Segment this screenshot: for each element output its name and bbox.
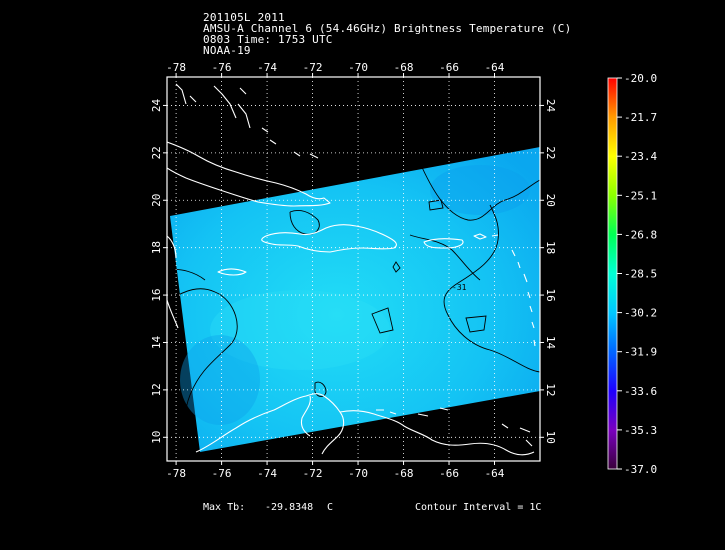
contour-lines [169, 162, 540, 451]
latitude-label: 12 [544, 383, 557, 396]
swath-cool-patch [180, 335, 260, 425]
max-tb-label: Max Tb: [203, 502, 246, 513]
longitude-label: -70 [348, 467, 368, 480]
contour-line [419, 162, 540, 221]
colorbar-label: -26.8 [624, 228, 657, 241]
colorbar-label: -30.2 [624, 307, 657, 320]
latitude-labels-left: 10 12 14 16 18 20 22 24 [150, 98, 167, 444]
max-tb-value: -29.8348 [265, 502, 314, 513]
latitude-label: 24 [150, 98, 163, 112]
latitude-label: 14 [544, 336, 557, 350]
latitude-label: 16 [544, 288, 557, 301]
temperature-colorbar: -20.0 -21.7 -23.4 -25.1 -26.8 -28.5 -30.2 -31.9… [607, 72, 657, 476]
longitude-labels-bottom: -78 -76 -74 -72 -70 -68 -66 -64 [166, 461, 505, 480]
longitude-label: -76 [212, 61, 232, 74]
longitude-label: -76 [212, 467, 232, 480]
colorbar-label: -25.1 [624, 189, 657, 202]
coastline-jamaica [217, 268, 247, 276]
colorbar-label: -20.0 [624, 72, 657, 85]
contour-line [169, 269, 206, 281]
contour-line [409, 234, 481, 281]
map-frame [166, 76, 541, 462]
contour-interval: Contour Interval = 1C [415, 502, 542, 513]
swath-warm-patch [210, 290, 390, 370]
latitude-label: 20 [544, 194, 557, 207]
latitude-label: 14 [150, 335, 163, 349]
coastline-lesser-antilles [511, 249, 536, 347]
longitude-label: -74 [257, 467, 277, 480]
latitude-label: 24 [544, 99, 557, 113]
observation-time: 0803 Time: 1753 UTC [203, 33, 333, 46]
contour-line [428, 199, 444, 211]
contour-line [443, 204, 540, 373]
longitude-label: -72 [303, 61, 323, 74]
latitude-label: 22 [150, 146, 163, 159]
coastline-virgin-islands [473, 233, 499, 240]
contour-line [169, 288, 238, 451]
colorbar-ticks: -20.0 -21.7 -23.4 -25.1 -26.8 -28.5 -30.2 -31.9… [617, 72, 657, 476]
latitude-label: 12 [150, 383, 163, 396]
product-title: AMSU-A Channel 6 (54.46GHz) Brightness T… [203, 22, 572, 35]
colorbar-gradient [607, 77, 618, 470]
contour-line [392, 261, 401, 273]
contour-line [465, 315, 487, 333]
coastline-central-america [167, 235, 179, 329]
longitude-label: -68 [394, 61, 414, 74]
longitude-label: -64 [485, 467, 505, 480]
longitude-label: -66 [439, 61, 459, 74]
contour-label: -31 [452, 283, 467, 292]
latitude-label: 10 [150, 431, 163, 444]
coastline-puerto-rico [423, 238, 464, 249]
swath-cool-patch [430, 165, 530, 215]
colorbar-label: -21.7 [624, 111, 657, 124]
colorbar-label: -23.4 [624, 150, 657, 163]
latitude-label: 16 [150, 288, 163, 301]
longitude-label: -68 [394, 467, 414, 480]
contour-line [371, 307, 394, 334]
latitude-label: 18 [544, 241, 557, 254]
latitude-label: 20 [150, 194, 163, 207]
satellite-swath [170, 147, 540, 452]
coastlines [167, 83, 536, 456]
longitude-labels-top: -78 -76 -74 -72 -70 -68 -66 -64 [166, 61, 505, 77]
longitude-label: -66 [439, 467, 459, 480]
coastline-south-america [195, 393, 535, 456]
latitude-label: 18 [150, 241, 163, 254]
coastline-hispaniola [261, 224, 397, 253]
colorbar-label: -37.0 [624, 463, 657, 476]
storm-id-year: 201105L 2011 [203, 11, 285, 24]
longitude-label: -78 [166, 467, 186, 480]
max-tb-unit: C [327, 502, 334, 513]
longitude-label: -64 [485, 61, 505, 74]
lat-lon-grid [167, 77, 540, 461]
colorbar-label: -33.6 [624, 385, 657, 398]
colorbar-label: -31.9 [624, 346, 657, 359]
latitude-label: 10 [544, 431, 557, 444]
colorbar-label: -28.5 [624, 268, 657, 281]
longitude-label: -74 [257, 61, 277, 74]
coastline-bahamas [175, 83, 319, 159]
coastline-abc-islands [376, 409, 397, 415]
longitude-label: -72 [303, 467, 323, 480]
colorbar-label: -35.3 [624, 424, 657, 437]
satellite-name: NOAA-19 [203, 44, 251, 57]
longitude-label: -78 [166, 61, 186, 74]
contour-line [289, 209, 320, 235]
contour-line [314, 381, 327, 397]
latitude-labels-right: 10 12 14 16 18 20 22 24 [540, 99, 557, 444]
longitude-label: -70 [348, 61, 368, 74]
latitude-label: 22 [544, 146, 557, 159]
